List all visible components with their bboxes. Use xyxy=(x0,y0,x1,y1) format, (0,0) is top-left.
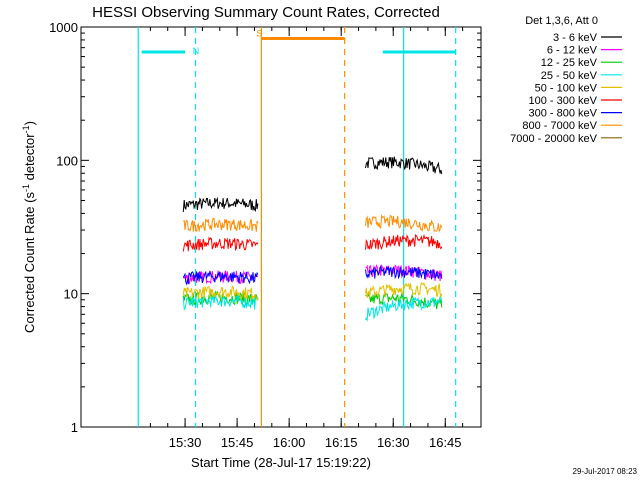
series-line xyxy=(365,264,443,280)
legend-label: 100 - 300 keV xyxy=(529,95,598,107)
x-tick-label: 15:45 xyxy=(221,435,254,450)
legend-label: 6 - 12 keV xyxy=(547,45,598,57)
series-line xyxy=(182,285,259,302)
legend-label: 25 - 50 keV xyxy=(541,70,598,82)
series-line xyxy=(365,233,443,251)
series-line xyxy=(182,196,259,213)
legend-label: 3 - 6 keV xyxy=(553,32,598,44)
series-line xyxy=(365,214,443,232)
y-tick-label: 1000 xyxy=(49,20,78,35)
y-tick-label: 100 xyxy=(56,153,78,168)
y-tick-label: 10 xyxy=(64,287,78,302)
series-line xyxy=(182,270,259,286)
series-line xyxy=(182,236,259,252)
legend-label: 7000 - 20000 keV xyxy=(510,133,598,145)
flag-bars: NS xyxy=(141,28,456,56)
plot-frame xyxy=(80,26,482,428)
legend-label: 50 - 100 keV xyxy=(535,82,598,94)
data-series xyxy=(182,156,443,322)
legend-label: 12 - 25 keV xyxy=(541,57,598,69)
y-tick-label: 1 xyxy=(71,420,78,435)
flag-label: N xyxy=(193,46,200,56)
legend-label: 800 - 7000 keV xyxy=(522,120,597,132)
series-line xyxy=(182,217,259,232)
event-lines xyxy=(137,27,457,427)
footer-timestamp: 29-Jul-2017 08:23 xyxy=(573,467,638,476)
series-line xyxy=(365,296,443,322)
x-tick-label: 16:00 xyxy=(273,435,306,450)
x-axis-ticks: 15:30 15:45 16:00 16:15 16:30 16:45 xyxy=(149,27,464,450)
chart-title: HESSI Observing Summary Count Rates, Cor… xyxy=(92,4,440,21)
legend-title: Det 1,3,6, Att 0 xyxy=(525,15,598,27)
series-line xyxy=(182,293,259,311)
series-line xyxy=(365,281,443,299)
x-tick-label: 15:30 xyxy=(169,435,202,450)
x-tick-label: 16:30 xyxy=(377,435,410,450)
legend-label: 300 - 800 keV xyxy=(529,108,598,120)
x-axis-label: Start Time (28-Jul-17 15:19:22) xyxy=(191,455,371,470)
y-axis-label: Corrected Count Rate (s-1 detector-1) xyxy=(21,121,37,333)
x-tick-label: 16:15 xyxy=(325,435,358,450)
series-line xyxy=(365,156,443,175)
x-tick-label: 16:45 xyxy=(429,435,462,450)
flag-label: S xyxy=(256,28,262,38)
y-axis-ticks: 1 10 100 1000 xyxy=(49,20,481,435)
